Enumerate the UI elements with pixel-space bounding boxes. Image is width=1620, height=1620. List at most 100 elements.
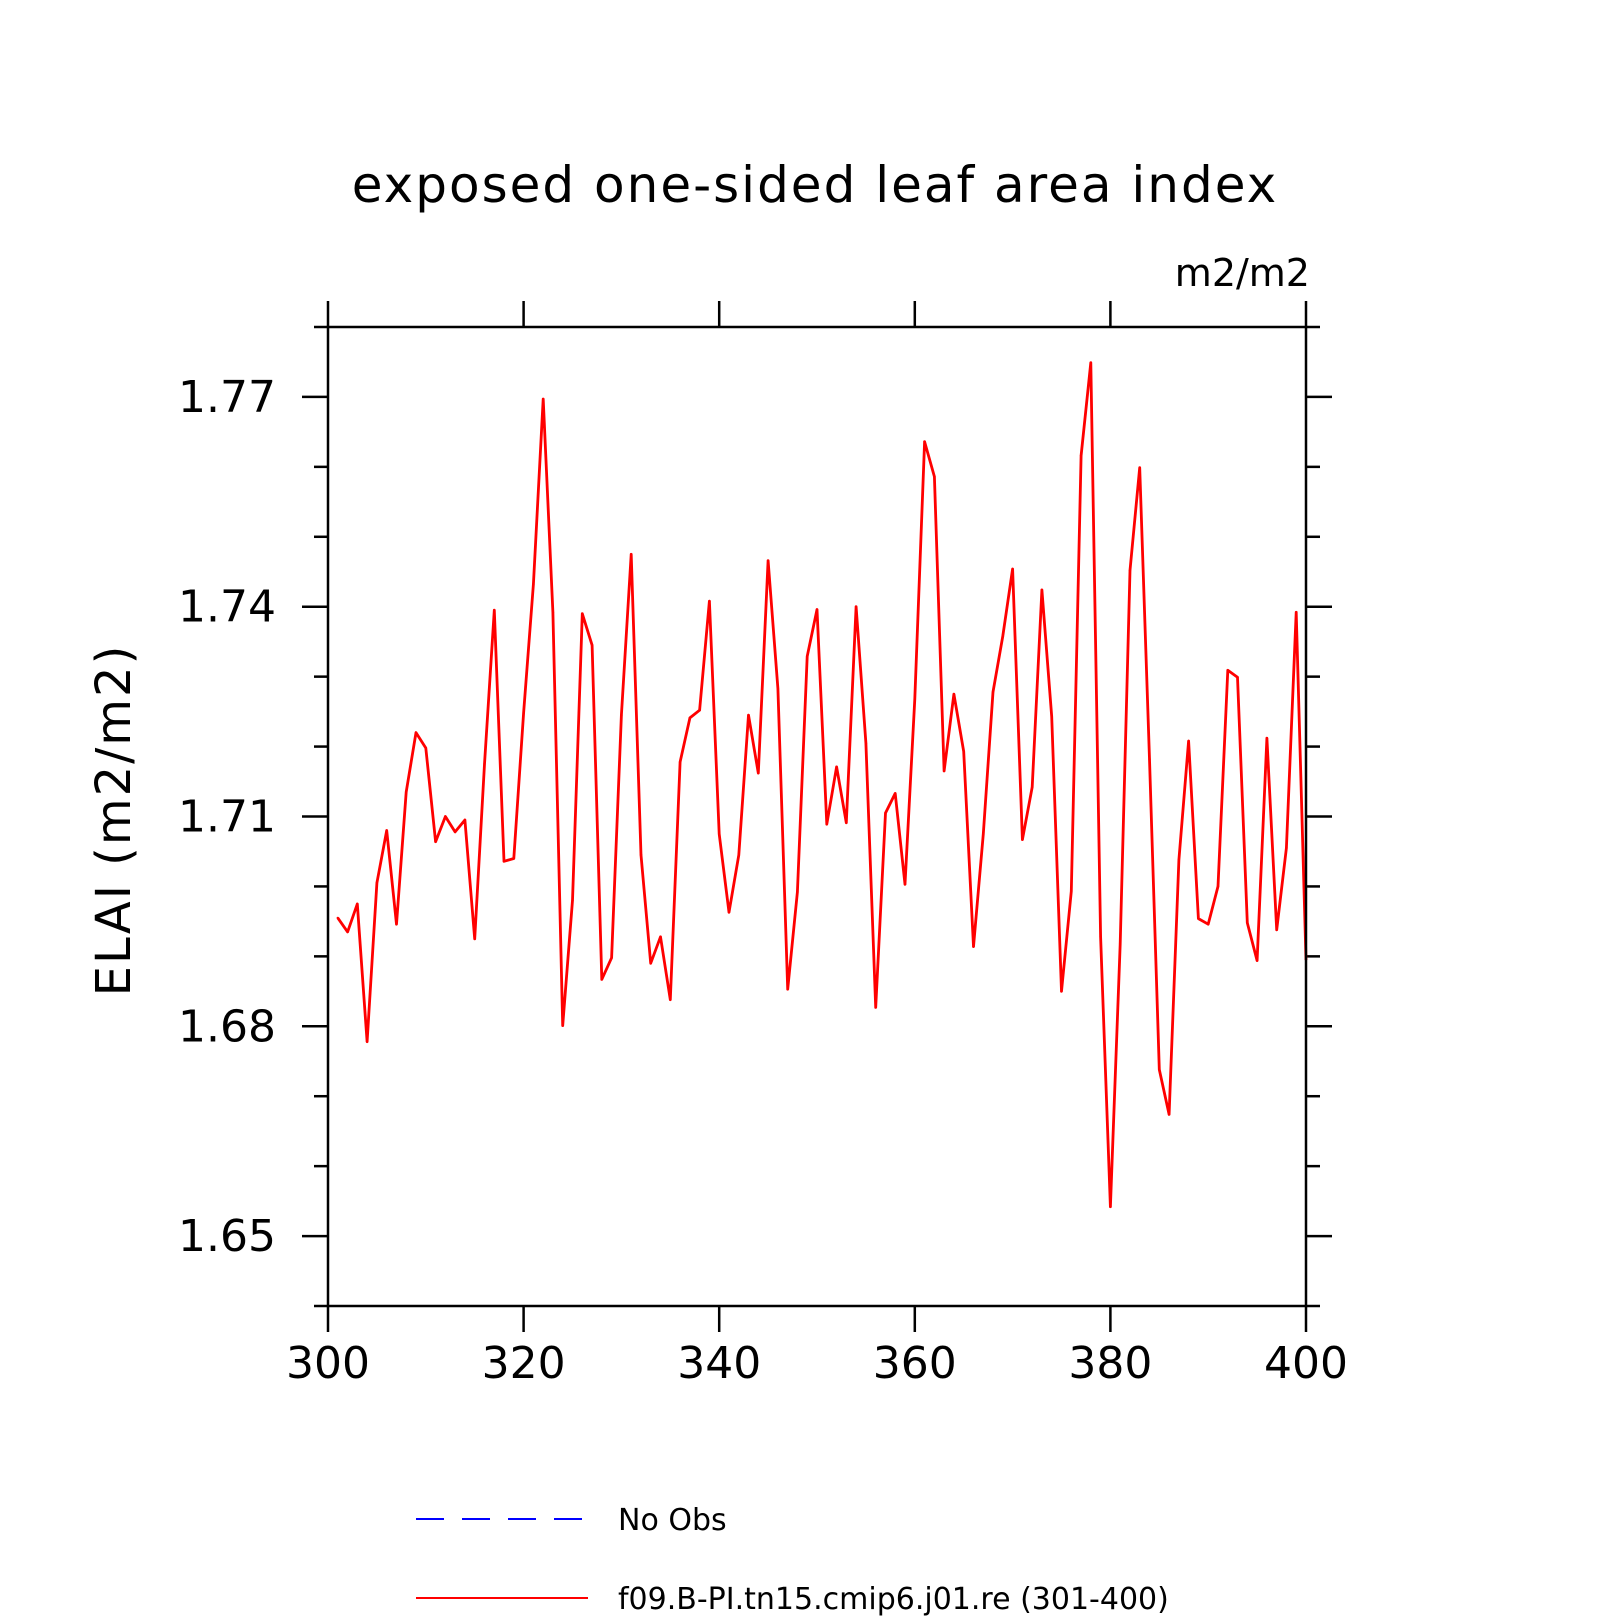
data-point bbox=[1167, 1113, 1171, 1116]
data-point bbox=[512, 857, 516, 860]
x-tick-label: 380 bbox=[1068, 1338, 1152, 1389]
data-point bbox=[972, 945, 975, 948]
data-point bbox=[1265, 736, 1269, 740]
data-point bbox=[688, 716, 692, 720]
data-point bbox=[894, 792, 897, 795]
data-point bbox=[776, 687, 780, 690]
data-point bbox=[1158, 1068, 1161, 1071]
data-point bbox=[629, 553, 633, 556]
data-point bbox=[1216, 885, 1220, 888]
data-point bbox=[414, 731, 418, 734]
data-point bbox=[1109, 1205, 1112, 1208]
data-point bbox=[493, 609, 496, 612]
data-point bbox=[913, 697, 916, 701]
x-tick-label: 300 bbox=[286, 1338, 370, 1389]
data-point bbox=[727, 911, 731, 914]
data-point bbox=[1197, 917, 1200, 920]
y-tick-label: 1.71 bbox=[178, 792, 276, 843]
data-point bbox=[1138, 466, 1141, 469]
data-point bbox=[806, 655, 809, 658]
data-point bbox=[737, 853, 740, 857]
plot-series bbox=[336, 361, 1308, 1209]
data-point bbox=[600, 978, 604, 981]
data-point bbox=[1255, 959, 1259, 962]
data-point bbox=[1246, 921, 1249, 924]
data-point bbox=[766, 559, 770, 562]
data-point bbox=[365, 1040, 369, 1043]
data-point bbox=[1050, 715, 1053, 718]
data-point bbox=[678, 760, 682, 764]
y-tick-label: 1.68 bbox=[178, 1001, 276, 1052]
data-point bbox=[874, 1006, 877, 1009]
legend: No Obs f09.B-PI.tn15.cmip6.j01.re (301-40… bbox=[416, 1503, 1169, 1617]
data-point bbox=[1295, 611, 1298, 614]
data-point bbox=[669, 998, 672, 1001]
data-point bbox=[1070, 890, 1073, 893]
data-point bbox=[1187, 739, 1190, 743]
data-point bbox=[522, 711, 525, 715]
y-axis: 1.65 1.68 1.71 1.74 1.77 bbox=[178, 325, 1332, 1308]
data-point bbox=[483, 762, 486, 766]
data-point bbox=[1030, 785, 1034, 789]
data-point bbox=[385, 829, 388, 832]
data-point bbox=[346, 930, 349, 934]
data-point bbox=[786, 988, 789, 991]
data-point bbox=[532, 583, 535, 586]
data-point bbox=[1236, 676, 1239, 679]
data-point bbox=[395, 922, 398, 926]
data-point bbox=[1001, 634, 1005, 638]
data-point bbox=[610, 956, 613, 959]
data-point bbox=[649, 962, 652, 965]
data-point bbox=[698, 709, 701, 712]
data-point bbox=[942, 769, 946, 773]
legend-label-0: No Obs bbox=[618, 1503, 727, 1538]
data-point bbox=[336, 916, 339, 920]
data-point bbox=[991, 690, 995, 694]
data-point bbox=[962, 750, 965, 753]
data-point bbox=[551, 611, 555, 614]
data-point bbox=[561, 1024, 564, 1027]
data-point bbox=[444, 815, 447, 818]
data-point bbox=[1011, 567, 1014, 571]
x-axis: 300 320 340 360 380 400 bbox=[286, 301, 1348, 1389]
data-point bbox=[1021, 838, 1024, 841]
data-point bbox=[884, 811, 887, 815]
x-tick-label: 400 bbox=[1264, 1338, 1348, 1389]
data-point bbox=[1177, 858, 1181, 862]
data-point bbox=[1040, 588, 1044, 592]
data-point bbox=[541, 397, 545, 401]
data-point bbox=[982, 832, 985, 836]
data-point bbox=[1207, 922, 1210, 926]
data-point bbox=[796, 890, 799, 894]
data-point bbox=[356, 902, 359, 906]
data-point bbox=[463, 818, 467, 822]
data-point bbox=[757, 771, 760, 775]
data-point bbox=[1079, 454, 1083, 457]
x-tick-label: 340 bbox=[677, 1338, 761, 1389]
data-point bbox=[718, 832, 721, 836]
data-point bbox=[571, 899, 574, 902]
y-tick-label: 1.65 bbox=[178, 1211, 276, 1262]
data-point bbox=[434, 840, 437, 843]
y-tick-label: 1.77 bbox=[178, 372, 276, 423]
data-point bbox=[620, 713, 623, 717]
data-point bbox=[952, 692, 956, 696]
chart-title: exposed one-sided leaf area index bbox=[352, 156, 1278, 214]
data-point bbox=[835, 765, 838, 769]
data-point bbox=[1060, 990, 1063, 993]
data-point bbox=[1089, 361, 1093, 364]
data-point bbox=[581, 612, 584, 615]
data-point bbox=[590, 643, 594, 647]
data-point bbox=[473, 937, 476, 941]
data-point bbox=[405, 790, 408, 794]
data-point bbox=[502, 860, 506, 863]
data-point bbox=[453, 830, 457, 834]
data-point bbox=[1148, 757, 1151, 761]
data-point bbox=[747, 713, 750, 717]
data-point bbox=[1285, 846, 1288, 850]
data-point bbox=[659, 935, 662, 938]
data-point bbox=[825, 822, 828, 826]
data-point bbox=[1226, 669, 1229, 672]
data-point bbox=[1099, 935, 1102, 938]
data-point bbox=[424, 746, 427, 750]
